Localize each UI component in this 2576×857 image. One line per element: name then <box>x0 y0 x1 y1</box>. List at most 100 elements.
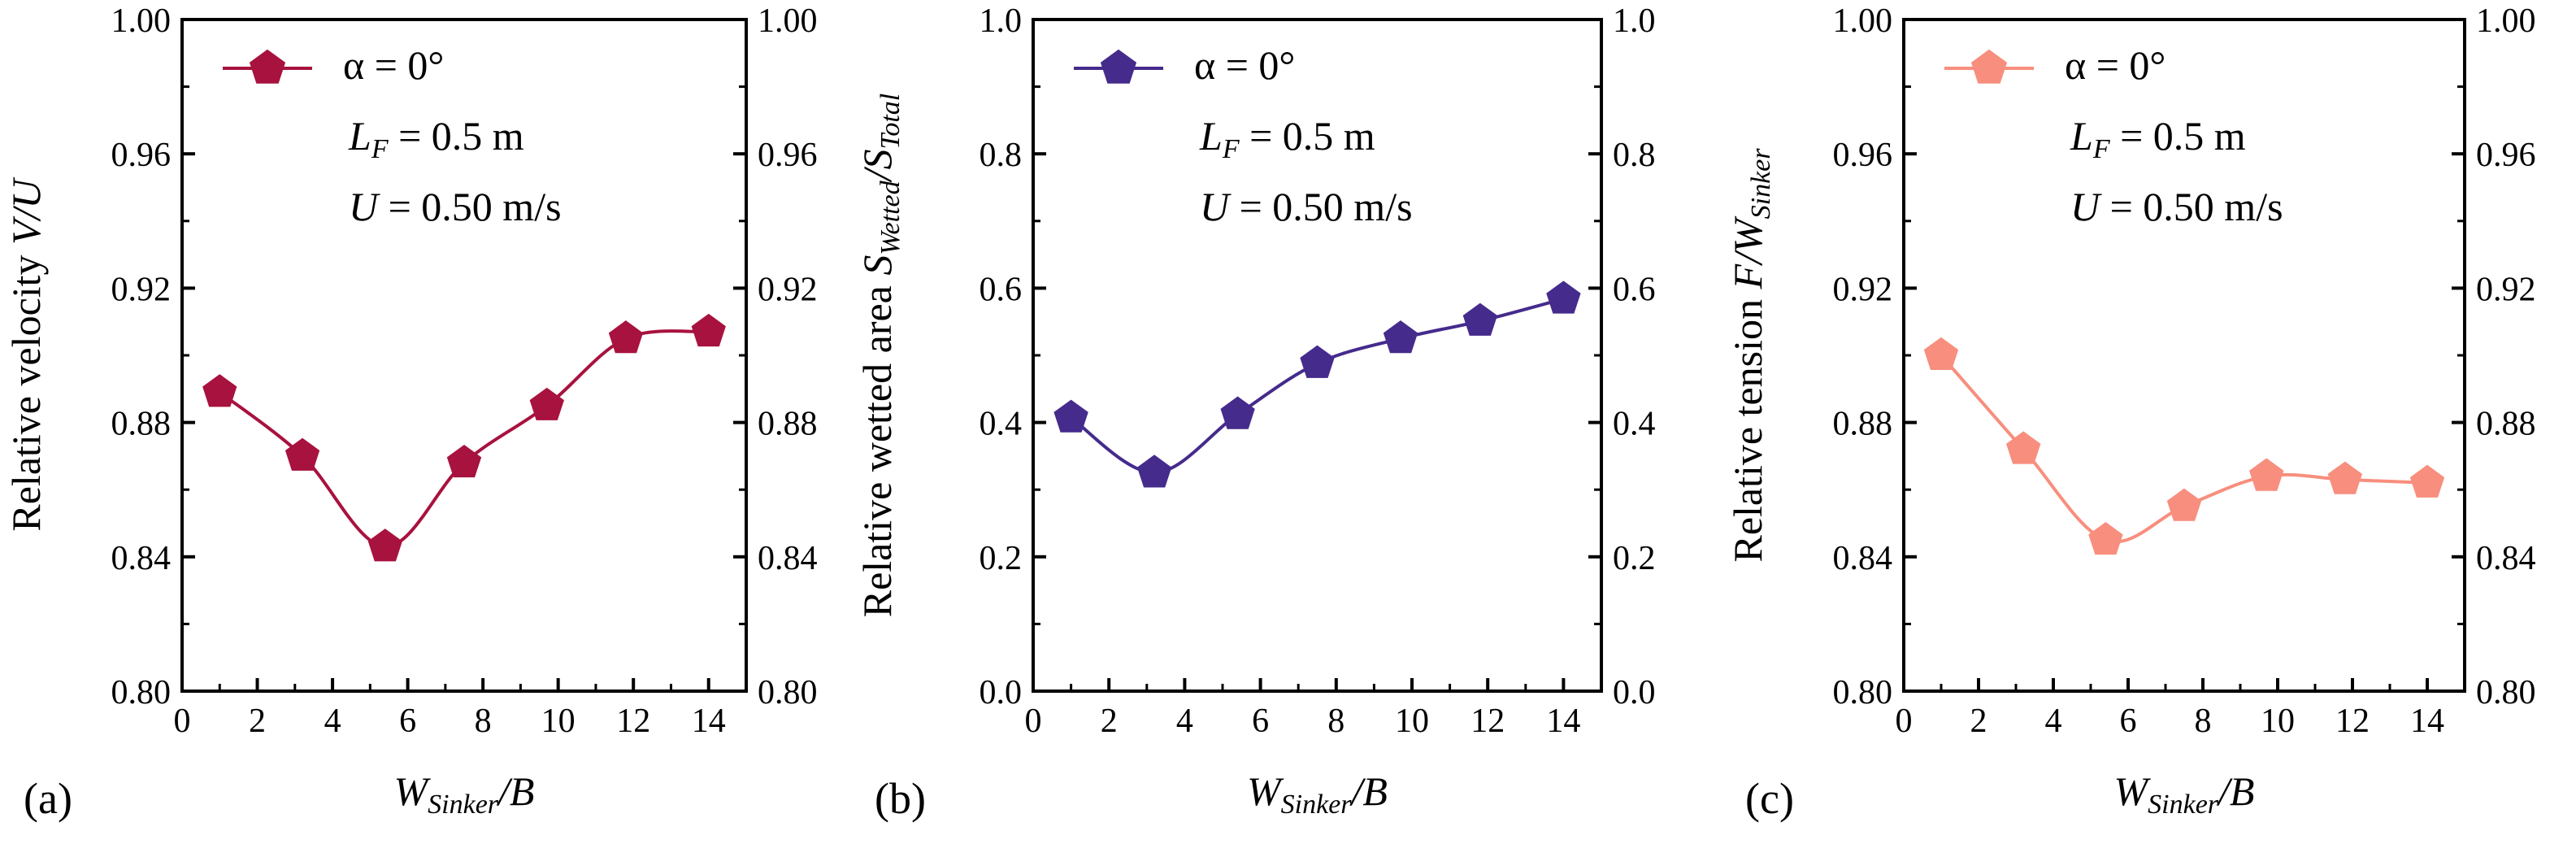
y-tick-label-right: 0.0 <box>1613 674 1656 711</box>
chart-panel-0: 0 2 4 6 8 10 12 14 0.80 0.80 0.84 0.84 0.88 0.88 0.92 0… <box>3 2 818 823</box>
y-tick-label-left: 0.6 <box>980 271 1023 308</box>
y-tick-label-left: 0.80 <box>111 674 172 711</box>
data-point-marker <box>2088 521 2123 555</box>
y-tick-label-right: 0.6 <box>1613 271 1656 308</box>
y-tick-label-right: 0.84 <box>2476 540 2536 577</box>
y-tick-label-left: 0.96 <box>1833 137 1893 174</box>
data-point-marker <box>285 437 320 471</box>
x-tick-label: 12 <box>2335 703 2370 740</box>
y-tick-label-right: 0.92 <box>758 271 818 308</box>
y-tick-label-right: 1.00 <box>2476 2 2536 40</box>
chart-panel-2: 0 2 4 6 8 10 12 14 0.80 0.80 0.84 0.84 0.88 0.88 0.92 0… <box>1725 2 2536 823</box>
y-tick-label-left: 0.80 <box>1833 674 1893 711</box>
y-tick-label-right: 0.96 <box>2476 137 2536 174</box>
y-tick-label-right: 0.8 <box>1613 137 1656 174</box>
y-tick-label-left: 1.0 <box>980 2 1023 40</box>
y-tick-label-left: 0.8 <box>980 137 1023 174</box>
y-tick-label-right: 0.2 <box>1613 540 1656 577</box>
x-tick-label: 6 <box>399 703 416 740</box>
chart-panel-1: 0 2 4 6 8 10 12 14 0.0 0.0 0.2 0.2 0.4 0.4 0.6 0.6 0.8 0.… <box>854 2 1656 823</box>
legend-label: α = 0° <box>1194 42 1295 88</box>
data-point-marker <box>1220 396 1255 429</box>
x-tick-label: 8 <box>475 703 492 740</box>
x-tick-label: 2 <box>1970 703 1987 740</box>
legend-length-note: LF = 0.5 m <box>1199 113 1375 164</box>
y-tick-label-right: 0.96 <box>758 137 818 174</box>
x-tick-label: 6 <box>1252 703 1269 740</box>
x-axis-label: WSinker/B <box>394 768 535 820</box>
data-point-marker <box>202 374 237 407</box>
legend-label: α = 0° <box>2065 42 2165 88</box>
x-tick-label: 0 <box>1896 703 1913 740</box>
data-point-marker <box>2409 464 2445 498</box>
data-point-marker <box>1053 399 1088 433</box>
x-tick-label: 10 <box>1395 703 1429 740</box>
data-point-marker <box>2327 461 2362 494</box>
y-tick-label-right: 1.00 <box>758 2 818 40</box>
legend-velocity-note: U = 0.50 m/s <box>349 184 562 229</box>
y-tick-label-left: 0.88 <box>111 406 172 443</box>
x-tick-label: 14 <box>692 703 726 740</box>
x-tick-label: 8 <box>1327 703 1344 740</box>
legend-velocity-note: U = 0.50 m/s <box>2070 184 2283 229</box>
panel-label: (a) <box>24 774 72 823</box>
y-axis-label: Relative tension F/WSinker <box>1725 148 1776 563</box>
x-axis-label: WSinker/B <box>2114 768 2255 820</box>
y-tick-label-left: 1.00 <box>1833 2 1893 40</box>
y-tick-label-left: 0.2 <box>980 540 1023 577</box>
y-tick-label-right: 0.80 <box>758 674 818 711</box>
x-tick-label: 2 <box>1101 703 1118 740</box>
y-axis-label: Relative wetted area SWetted/STotal <box>854 94 906 617</box>
y-tick-label-right: 0.92 <box>2476 271 2536 308</box>
x-tick-label: 14 <box>1546 703 1580 740</box>
x-tick-label: 12 <box>1470 703 1505 740</box>
y-tick-label-left: 0.0 <box>980 674 1023 711</box>
y-tick-label-left: 0.88 <box>1833 406 1893 443</box>
x-tick-label: 10 <box>2261 703 2295 740</box>
series-line <box>219 329 709 549</box>
legend-velocity-note: U = 0.50 m/s <box>1200 184 1413 229</box>
data-point-marker <box>367 529 402 562</box>
legend-marker <box>1970 49 2008 84</box>
panel-label: (b) <box>875 774 926 823</box>
y-tick-label-right: 0.4 <box>1613 406 1656 443</box>
data-point-marker <box>1383 320 1418 354</box>
y-tick-label-left: 0.84 <box>111 540 172 577</box>
legend-marker <box>249 49 286 84</box>
data-point-marker <box>2249 458 2284 491</box>
y-tick-label-right: 0.80 <box>2476 674 2536 711</box>
x-tick-label: 12 <box>616 703 650 740</box>
x-tick-label: 0 <box>174 703 191 740</box>
y-tick-label-right: 0.84 <box>758 540 818 577</box>
x-tick-label: 4 <box>2045 703 2062 740</box>
y-tick-label-right: 0.88 <box>758 406 818 443</box>
y-tick-label-right: 0.88 <box>2476 406 2536 443</box>
data-point-marker <box>2166 488 2202 521</box>
x-tick-label: 10 <box>541 703 576 740</box>
x-tick-label: 14 <box>2410 703 2444 740</box>
data-point-marker <box>1546 281 1581 314</box>
legend-length-note: LF = 0.5 m <box>2070 113 2246 164</box>
legend-label: α = 0° <box>343 42 444 88</box>
x-tick-label: 0 <box>1025 703 1042 740</box>
x-tick-label: 6 <box>2120 703 2137 740</box>
data-point-marker <box>1462 302 1498 336</box>
data-point-marker <box>608 320 644 354</box>
y-tick-label-left: 1.00 <box>111 2 172 40</box>
y-tick-label-left: 0.92 <box>111 271 172 308</box>
x-axis-label: WSinker/B <box>1247 768 1388 820</box>
legend-length-note: LF = 0.5 m <box>348 113 524 164</box>
data-point-marker <box>691 313 726 347</box>
legend-marker <box>1100 49 1137 84</box>
panel-label: (c) <box>1745 774 1794 823</box>
y-axis-label: Relative velocity V/U <box>3 177 49 532</box>
x-tick-label: 4 <box>324 703 341 740</box>
x-tick-label: 2 <box>249 703 266 740</box>
y-tick-label-left: 0.84 <box>1833 540 1893 577</box>
data-point-marker <box>1923 337 1959 370</box>
data-point-marker <box>446 444 482 478</box>
y-tick-label-right: 1.0 <box>1613 2 1656 40</box>
data-point-marker <box>1136 455 1172 488</box>
data-point-marker <box>2006 431 2041 464</box>
